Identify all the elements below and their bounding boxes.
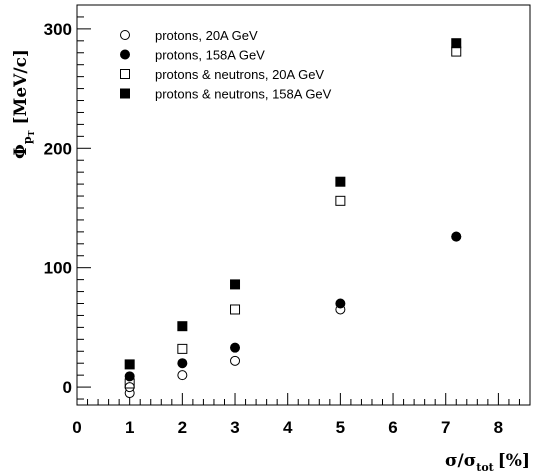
x-tick-label: 4 (283, 418, 293, 437)
data-point-series-2 (177, 343, 188, 354)
legend-label-3: protons & neutrons, 158A GeV (155, 87, 332, 102)
y-axis-title: ΦpT [MeV/c] (11, 49, 36, 159)
legend-marker-2 (120, 69, 130, 79)
data-point-series-0 (124, 382, 135, 393)
x-tick-label: 3 (230, 418, 239, 437)
plot-frame (76, 4, 531, 406)
x-tick-label: 6 (388, 418, 397, 437)
legend-label-0: protons, 20A GeV (155, 28, 258, 43)
y-tick-label: 200 (44, 139, 72, 158)
tick-labels: 0 1 2 3 4 5 6 7 8 0 100 200 300 (44, 20, 504, 437)
legend-marker-1 (120, 49, 130, 60)
data-point-series-3 (335, 176, 346, 187)
y-axis-sub: p (21, 136, 34, 144)
data-points (124, 38, 462, 399)
x-axis-unit: [%] (498, 451, 530, 471)
x-tick-label: 7 (441, 418, 450, 437)
data-point-series-0 (230, 355, 241, 366)
data-point-series-2 (451, 46, 462, 57)
data-point-series-1 (177, 358, 188, 369)
data-point-series-3 (124, 359, 135, 370)
data-point-series-2 (335, 195, 346, 206)
data-point-series-2 (230, 304, 241, 315)
legend: protons, 20A GeV protons, 158A GeV protons… (120, 28, 332, 102)
data-point-series-1 (230, 342, 241, 353)
data-point-series-3 (230, 279, 241, 290)
x-tick-label: 1 (125, 418, 134, 437)
legend-marker-3 (120, 88, 130, 99)
x-tick-label: 2 (178, 418, 187, 437)
y-axis-symbol: Φ (11, 144, 31, 159)
y-axis-subsub: T (26, 130, 36, 136)
x-axis-sub: tot (476, 461, 494, 474)
y-tick-label: 100 (44, 259, 72, 278)
data-point-series-3 (177, 321, 188, 332)
legend-label-2: protons & neutrons, 20A GeV (155, 67, 324, 82)
data-point-series-1 (451, 231, 462, 242)
x-tick-label: 8 (494, 418, 503, 437)
x-tick-label: 0 (72, 418, 81, 437)
data-point-series-1 (335, 298, 346, 309)
y-tick-label: 300 (44, 20, 72, 39)
data-point-series-2 (124, 378, 135, 389)
legend-label-1: protons, 158A GeV (155, 48, 265, 63)
x-tick-label: 5 (336, 418, 345, 437)
legend-marker-0 (120, 30, 130, 40)
axis-ticks (76, 4, 531, 405)
data-point-series-0 (177, 370, 188, 381)
x-axis-symbol: σ/σ (445, 451, 476, 471)
y-tick-label: 0 (63, 378, 72, 397)
data-point-series-3 (451, 38, 462, 49)
y-axis-unit: [MeV/c] (11, 49, 31, 124)
x-axis-title: σ/σtot [%] (445, 451, 530, 474)
